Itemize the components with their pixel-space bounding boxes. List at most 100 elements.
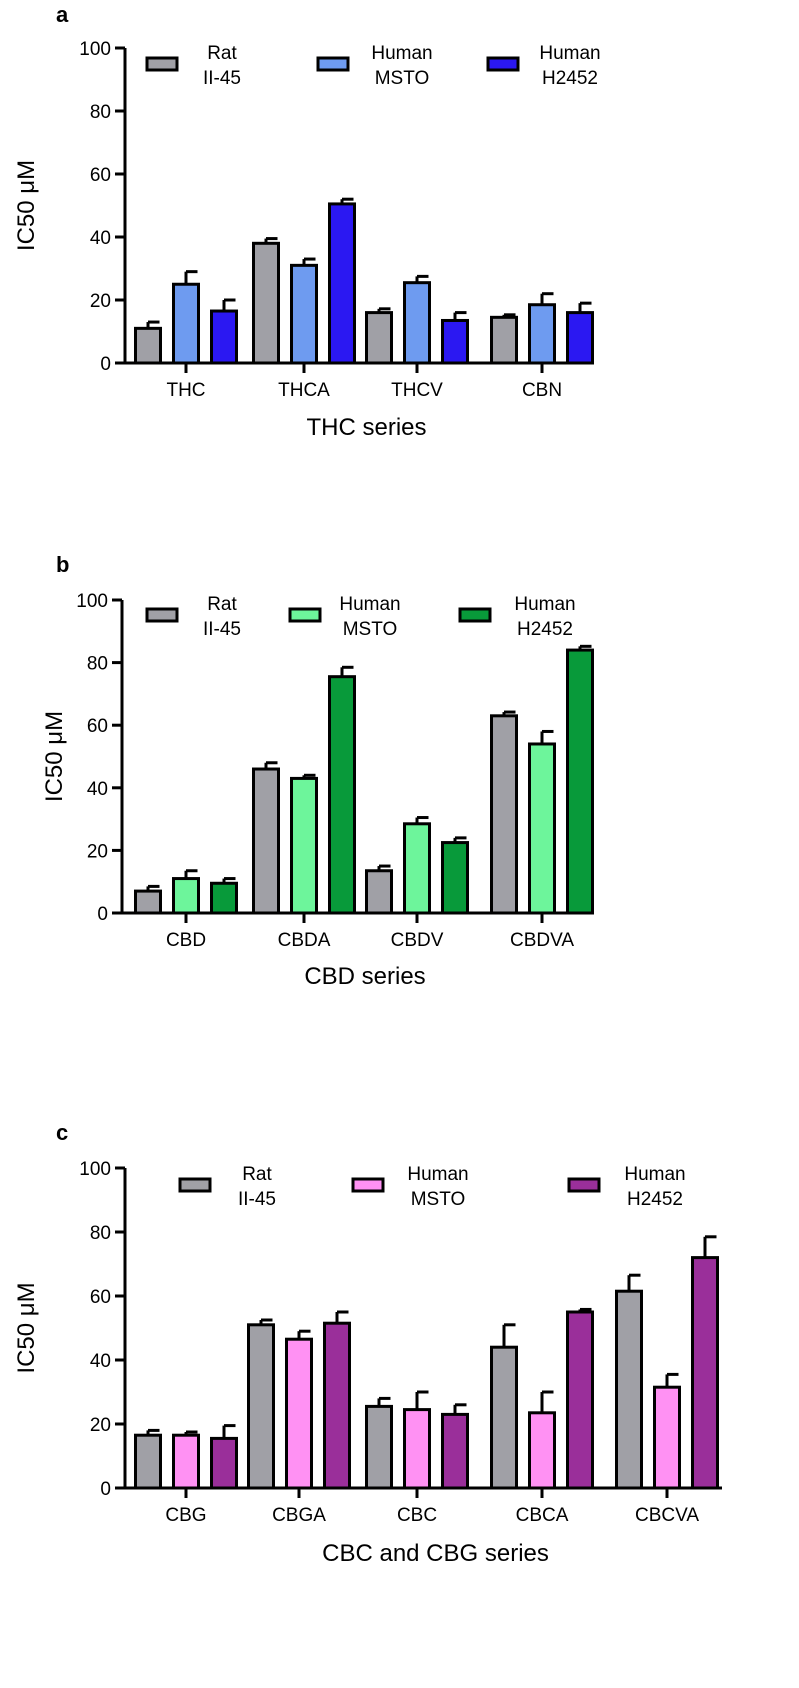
x-tick-label: CBD	[166, 930, 206, 951]
y-tick-label: 40	[87, 779, 108, 800]
legend-label: MSTO	[343, 619, 398, 640]
legend-label: Rat	[242, 1164, 272, 1185]
y-tick-label: 20	[90, 291, 111, 312]
bar	[328, 675, 356, 915]
bar	[566, 648, 594, 915]
bar	[566, 1310, 594, 1490]
bar	[403, 281, 431, 365]
y-axis-title: IC50 μM	[13, 1282, 40, 1373]
bar	[210, 1436, 238, 1490]
legend-swatch	[145, 56, 179, 72]
bar	[566, 311, 594, 365]
legend-label: Human	[339, 594, 400, 615]
legend-label: Rat	[207, 43, 237, 64]
x-axis-title: CBD series	[304, 963, 425, 990]
x-tick-label: CBCA	[516, 1505, 569, 1526]
legend-label: Human	[514, 594, 575, 615]
bar	[365, 311, 393, 365]
x-tick-label: CBG	[165, 1505, 206, 1526]
legend-label: Human	[539, 43, 600, 64]
bar	[528, 742, 556, 915]
legend-swatch	[567, 1177, 601, 1193]
bar	[252, 241, 280, 365]
panel-letter: b	[56, 552, 69, 577]
legend-label: II-45	[203, 68, 241, 89]
y-axis-title: IC50 μM	[41, 711, 68, 802]
y-tick-label: 20	[90, 1415, 111, 1436]
bar	[441, 841, 469, 915]
x-tick-label: CBDVA	[510, 930, 574, 951]
bar	[134, 1433, 162, 1490]
bar	[365, 869, 393, 915]
bar	[441, 318, 469, 365]
legend-label: MSTO	[375, 68, 430, 89]
x-tick-label: CBDV	[391, 930, 444, 951]
legend-swatch	[351, 1177, 385, 1193]
x-axis-title: THC series	[306, 414, 426, 441]
y-tick-label: 60	[87, 716, 108, 737]
y-tick-label: 0	[100, 354, 111, 375]
panel-b: b 0 20 40 60 80 100 IC50 μM CBD CBDA CBDV CBDVA CBD …	[41, 552, 594, 990]
bar	[285, 1337, 313, 1490]
bar	[290, 263, 318, 365]
bar	[365, 1404, 393, 1490]
legend-label: Human	[624, 1164, 685, 1185]
y-tick-label: 100	[76, 591, 108, 612]
y-tick-label: 60	[90, 1287, 111, 1308]
bar	[441, 1412, 469, 1490]
y-tick-label: 80	[90, 102, 111, 123]
y-tick-label: 40	[90, 228, 111, 249]
y-tick-label: 0	[100, 1479, 111, 1500]
y-tick-label: 20	[87, 841, 108, 862]
legend-label: Rat	[207, 594, 237, 615]
legend-swatch	[486, 56, 520, 72]
panel-letter: a	[56, 2, 69, 27]
x-tick-label: CBCVA	[635, 1505, 699, 1526]
bar	[403, 1408, 431, 1490]
legend-swatch	[145, 607, 179, 623]
panel-a: a 0 20 40 60 80 100 IC50 μM THC THCA THCV CBN THC se…	[13, 2, 601, 441]
bar	[490, 1345, 518, 1490]
bar	[210, 881, 238, 915]
legend-label: MSTO	[411, 1189, 466, 1210]
bar	[403, 822, 431, 915]
bar	[691, 1256, 719, 1490]
bar	[328, 202, 356, 365]
legend-label: II-45	[203, 619, 241, 640]
x-tick-label: CBN	[522, 380, 562, 401]
bar	[252, 767, 280, 915]
bar	[172, 1433, 200, 1490]
legend-label: II-45	[238, 1189, 276, 1210]
bar	[528, 303, 556, 365]
y-tick-label: 100	[79, 39, 111, 60]
y-tick-label: 80	[90, 1223, 111, 1244]
bar	[615, 1289, 643, 1490]
bar	[653, 1385, 681, 1490]
legend-label: Human	[371, 43, 432, 64]
legend-swatch	[288, 607, 322, 623]
bar	[290, 776, 318, 915]
bar	[247, 1323, 275, 1490]
bar	[172, 282, 200, 365]
bar	[172, 877, 200, 915]
panel-letter: c	[56, 1120, 68, 1145]
bar	[528, 1411, 556, 1490]
y-axis-title: IC50 μM	[13, 160, 40, 251]
x-tick-label: THCV	[391, 380, 443, 401]
legend-swatch	[458, 607, 492, 623]
x-tick-label: CBC	[397, 1505, 437, 1526]
legend-label: H2452	[542, 68, 598, 89]
legend-label: H2452	[627, 1189, 683, 1210]
legend-label: H2452	[517, 619, 573, 640]
x-tick-label: CBDA	[278, 930, 331, 951]
x-axis-title: CBC and CBG series	[322, 1540, 549, 1567]
legend-swatch	[178, 1177, 212, 1193]
legend-swatch	[316, 56, 350, 72]
bar	[490, 315, 518, 365]
bar	[210, 309, 238, 365]
y-tick-label: 0	[97, 904, 108, 925]
bar	[134, 326, 162, 365]
y-tick-label: 80	[87, 654, 108, 675]
bar	[134, 889, 162, 915]
